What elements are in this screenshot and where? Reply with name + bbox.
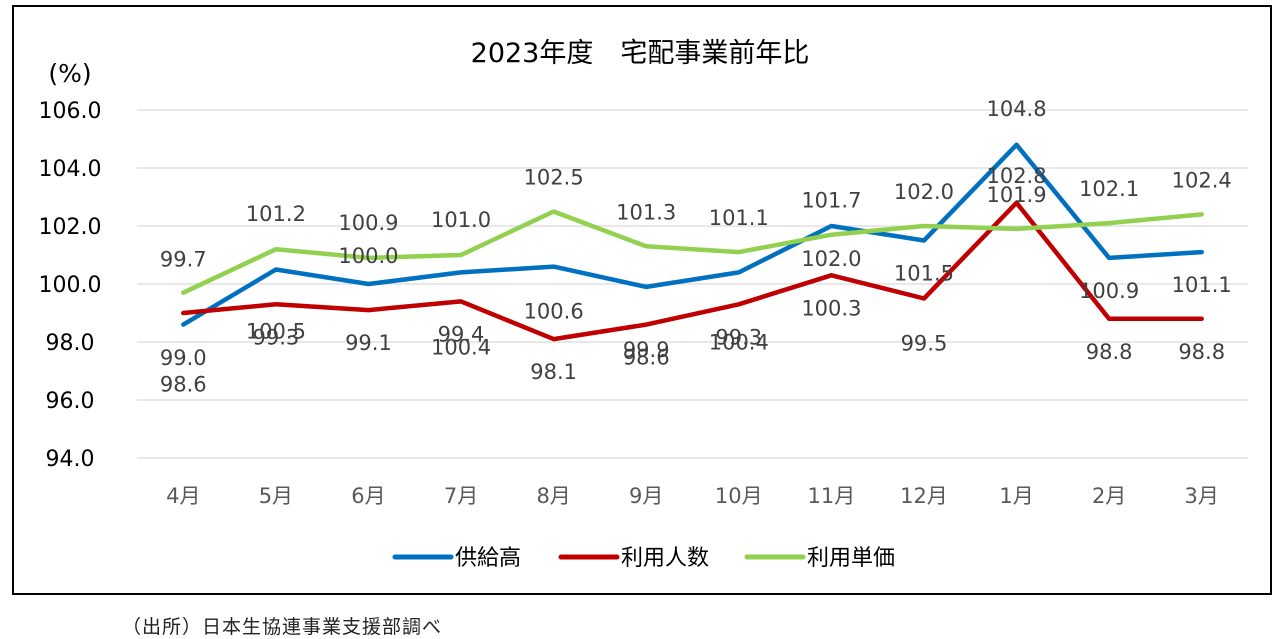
data-label: 99.0 <box>160 346 207 370</box>
x-tick-label: 6月 <box>351 484 385 508</box>
source-note: （出所）日本生協連事業支援部調べ <box>122 616 443 638</box>
y-tick-label: 96.0 <box>46 389 95 414</box>
series-line <box>181 200 1204 342</box>
x-tick-label: 7月 <box>444 484 478 508</box>
data-label: 100.4 <box>709 330 769 354</box>
data-label: 101.7 <box>801 189 861 213</box>
data-label: 98.1 <box>530 360 577 384</box>
y-tick-label: 94.0 <box>46 447 95 472</box>
y-tick-label: 102.0 <box>39 215 102 240</box>
data-label: 100.5 <box>246 320 306 344</box>
x-tick-label: 4月 <box>166 484 200 508</box>
x-tick-label: 1月 <box>999 484 1033 508</box>
x-tick-label: 11月 <box>808 484 856 508</box>
data-label: 98.6 <box>160 373 207 397</box>
series-line <box>181 142 1204 327</box>
data-label: 99.3 <box>252 325 299 349</box>
x-tick-label: 12月 <box>900 484 948 508</box>
data-label: 99.4 <box>438 322 485 346</box>
x-tick-label: 5月 <box>259 484 293 508</box>
legend-label: 供給高 <box>455 546 521 571</box>
data-label: 99.3 <box>715 325 762 349</box>
data-label: 102.8 <box>986 164 1046 188</box>
data-label: 101.9 <box>986 183 1046 207</box>
data-label: 102.0 <box>894 180 954 204</box>
x-tick-label: 3月 <box>1185 484 1219 508</box>
y-tick-label: 106.0 <box>39 99 102 124</box>
data-label: 100.0 <box>338 244 398 268</box>
data-label: 101.5 <box>894 262 954 286</box>
y-tick-label: 100.0 <box>39 273 102 298</box>
y-tick-label: 104.0 <box>39 157 102 182</box>
series-line <box>181 209 1204 295</box>
data-label: 100.3 <box>801 296 861 320</box>
x-tick-label: 2月 <box>1092 484 1126 508</box>
data-label: 101.3 <box>616 200 676 224</box>
data-label: 100.6 <box>524 300 584 324</box>
data-label: 104.8 <box>986 97 1046 121</box>
x-tick-label: 9月 <box>629 484 663 508</box>
data-label: 102.0 <box>801 247 861 271</box>
x-tick-label: 10月 <box>715 484 763 508</box>
data-label: 100.9 <box>1079 279 1139 303</box>
data-label: 101.0 <box>431 208 491 232</box>
data-label: 100.4 <box>431 335 491 359</box>
x-tick-label: 8月 <box>536 484 570 508</box>
data-label: 98.8 <box>1178 340 1225 364</box>
legend-label: 利用人数 <box>621 546 709 571</box>
data-label: 100.9 <box>338 211 398 235</box>
y-axis-unit: (%) <box>48 59 91 88</box>
legend-label: 利用単価 <box>807 546 895 571</box>
data-label: 102.4 <box>1172 168 1232 192</box>
data-label: 99.1 <box>345 331 392 355</box>
y-tick-label: 98.0 <box>46 331 95 356</box>
data-label: 98.6 <box>623 346 670 370</box>
data-label: 101.1 <box>1172 273 1232 297</box>
data-label: 101.1 <box>709 206 769 230</box>
data-label: 99.7 <box>160 248 207 272</box>
data-label: 99.9 <box>623 338 670 362</box>
data-label: 101.2 <box>246 202 306 226</box>
data-label: 102.1 <box>1079 177 1139 201</box>
data-label: 98.8 <box>1086 340 1133 364</box>
chart-title: 2023年度 宅配事業前年比 <box>471 38 810 69</box>
data-label: 99.5 <box>901 332 948 356</box>
data-label: 102.5 <box>524 166 584 190</box>
